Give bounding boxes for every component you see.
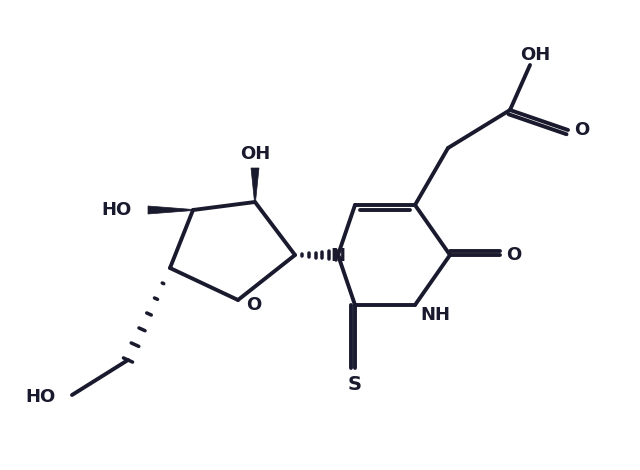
Text: OH: OH: [520, 46, 550, 64]
Text: O: O: [246, 296, 262, 314]
Polygon shape: [251, 168, 259, 202]
Text: O: O: [574, 121, 589, 139]
Text: OH: OH: [240, 145, 270, 163]
Polygon shape: [148, 206, 193, 214]
Text: S: S: [348, 375, 362, 393]
Text: NH: NH: [420, 306, 450, 324]
Text: HO: HO: [102, 201, 132, 219]
Text: HO: HO: [26, 388, 56, 406]
Text: N: N: [330, 247, 346, 265]
Text: O: O: [506, 246, 522, 264]
